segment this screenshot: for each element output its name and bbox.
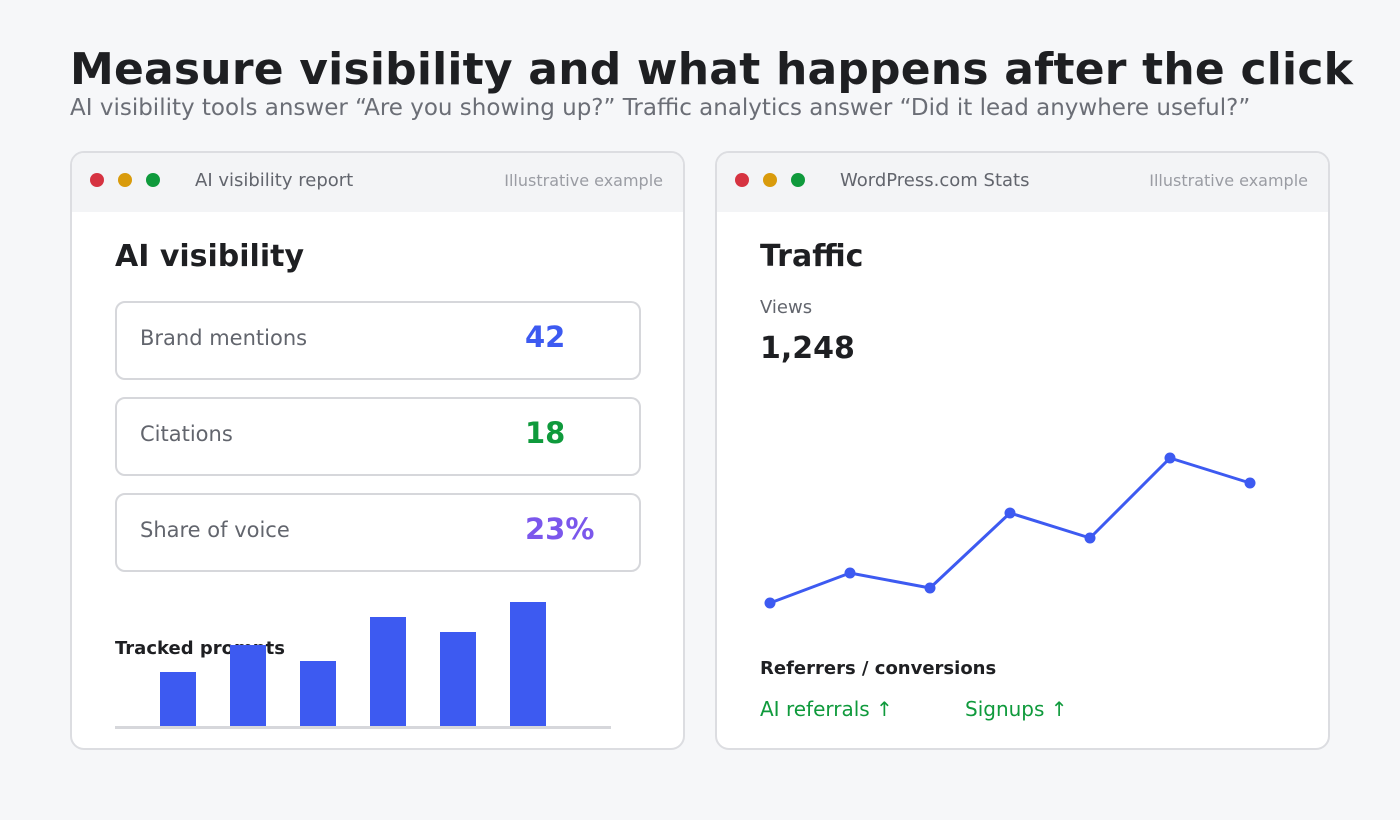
- views-value: 1,248: [760, 331, 855, 366]
- window-title: WordPress.com Stats: [840, 170, 1030, 191]
- panel-heading: Traffic: [760, 239, 864, 274]
- maximize-window-dot[interactable]: [146, 173, 160, 187]
- metric-value: 42: [525, 320, 566, 354]
- window-title: AI visibility report: [195, 170, 354, 191]
- bar: [510, 602, 546, 726]
- metric-card-citations: Citations 18: [115, 397, 641, 476]
- data-point: [1244, 477, 1256, 489]
- illustrative-note: Illustrative example: [1149, 171, 1308, 190]
- bar: [370, 617, 406, 726]
- illustrative-note: Illustrative example: [504, 171, 663, 190]
- metric-value: 23%: [525, 512, 595, 546]
- metric-label: Share of voice: [140, 518, 290, 542]
- minimize-window-dot[interactable]: [763, 173, 777, 187]
- data-point: [764, 597, 776, 609]
- metric-value: 18: [525, 416, 566, 450]
- bar: [440, 632, 476, 726]
- metric-card-share-of-voice: Share of voice 23%: [115, 493, 641, 572]
- data-point: [844, 567, 856, 579]
- close-window-dot[interactable]: [90, 173, 104, 187]
- data-point: [1084, 532, 1096, 544]
- data-point: [1004, 507, 1016, 519]
- metric-label: Citations: [140, 422, 233, 446]
- traffic-line-chart: [764, 452, 1256, 609]
- page-subtitle: AI visibility tools answer “Are you show…: [70, 95, 1251, 121]
- wordpress-stats-window: WordPress.com Stats Illustrative example…: [715, 151, 1330, 750]
- referrers-heading: Referrers / conversions: [760, 658, 997, 679]
- panel-heading: AI visibility: [115, 239, 305, 274]
- bar: [230, 645, 266, 726]
- bar: [160, 672, 196, 726]
- ai-referrals-indicator: AI referrals ↑: [760, 697, 893, 721]
- minimize-window-dot[interactable]: [118, 173, 132, 187]
- metric-card-brand-mentions: Brand mentions 42: [115, 301, 641, 380]
- views-label: Views: [760, 297, 813, 318]
- close-window-dot[interactable]: [735, 173, 749, 187]
- window-titlebar: WordPress.com Stats Illustrative example: [717, 153, 1328, 212]
- metric-label: Brand mentions: [140, 326, 308, 350]
- signups-indicator: Signups ↑: [965, 697, 1068, 721]
- page-title: Measure visibility and what happens afte…: [70, 44, 1354, 95]
- bar: [300, 661, 336, 726]
- maximize-window-dot[interactable]: [791, 173, 805, 187]
- data-point: [924, 582, 936, 594]
- data-point: [1164, 452, 1176, 464]
- series-line: [769, 456, 1251, 605]
- tracked-prompts-bar-chart: [115, 602, 611, 729]
- ai-visibility-window: AI visibility report Illustrative exampl…: [70, 151, 685, 750]
- window-titlebar: AI visibility report Illustrative exampl…: [72, 153, 683, 212]
